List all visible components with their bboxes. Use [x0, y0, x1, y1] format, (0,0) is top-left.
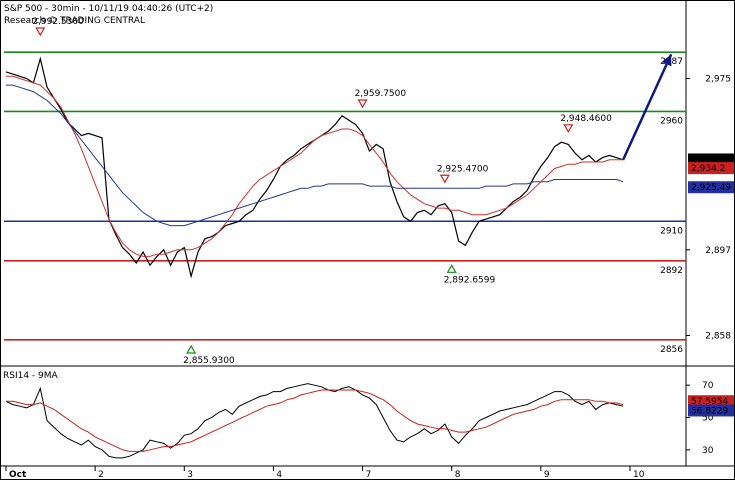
annotation-marker: [439, 174, 450, 184]
rsi-tag: [688, 395, 734, 408]
rsi-y-tick-label: 30: [702, 446, 714, 456]
annotation-label: 2,925.4700: [437, 164, 489, 174]
price-tag: [688, 181, 734, 194]
x-tick-label: 4: [276, 470, 282, 480]
y-tick-label: 2,975: [705, 75, 731, 85]
level-label: 2892: [660, 266, 683, 276]
price-tag-label: 2,938.13: [691, 155, 731, 165]
rsi-series-line: [6, 389, 624, 452]
annotation-label: 2,855.9300: [183, 356, 235, 366]
annotation-marker: [186, 344, 197, 354]
annotation-marker: [357, 99, 368, 109]
rsi-series-line: [5, 383, 624, 459]
x-tick-label: 8: [455, 470, 461, 480]
x-tick-label: 10: [633, 470, 645, 480]
annotation-label: 2,959.7500: [355, 89, 407, 99]
x-tick-label: 3: [187, 470, 193, 480]
rsi-y-tick-label: 50: [702, 414, 714, 424]
annotation-marker: [35, 27, 46, 37]
level-label: 2910: [660, 226, 683, 236]
price-tag-label: 2,934.2: [691, 164, 725, 174]
main-pane: 2,975 2,897 2,858 2987 2960 2910 2892 2856 2,992…: [4, 17, 734, 366]
annotation-label: 2,948.4600: [560, 114, 612, 124]
x-tick-label: 7: [366, 470, 372, 480]
rsi-tag: [688, 404, 734, 417]
chart-title: S&P 500 - 30min - 10/11/19 04:40:26 (UTC…: [4, 4, 213, 14]
x-axis: Oct 2 3 4 7 8 9 10: [5, 466, 645, 480]
x-tick-label: Oct: [9, 470, 27, 480]
forecast-arrow-shaft: [622, 53, 673, 161]
chart-credit: Research © TRADING CENTRAL: [4, 16, 145, 26]
annotation-label: 2,892.6599: [444, 275, 496, 285]
forecast-arrow-head: [661, 54, 672, 67]
level-label: 2856: [660, 345, 683, 355]
price-tag-label: 2,925.49: [691, 183, 731, 193]
rsi-tag-label: 57.5954: [691, 397, 728, 407]
y-tick-label: 2,897: [705, 246, 731, 256]
annotation-marker: [563, 124, 574, 134]
x-tick-label: 9: [544, 470, 550, 480]
price-series-line: [6, 84, 624, 227]
x-tick-label: 2: [98, 470, 104, 480]
price-tag: [688, 162, 734, 175]
rsi-title: RSI14 - 9MA: [3, 371, 59, 381]
rsi-y-tick-label: 70: [702, 381, 714, 391]
y-tick-label: 2,858: [705, 331, 731, 341]
price-series-line: [6, 75, 624, 257]
annotation-label: 2,992.5300: [32, 17, 84, 27]
level-label: 2987: [660, 57, 683, 67]
level-label: 2960: [660, 116, 683, 126]
annotation-marker: [446, 264, 457, 273]
rsi-tag-label: 56.8229: [691, 406, 728, 416]
price-series-line: [5, 56, 624, 279]
